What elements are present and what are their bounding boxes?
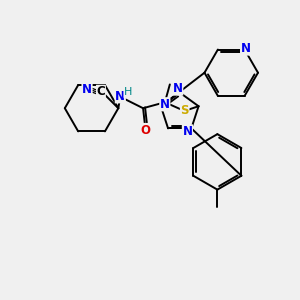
- Text: N: N: [182, 125, 192, 138]
- Text: C: C: [97, 85, 105, 98]
- Text: N: N: [82, 83, 92, 96]
- Text: O: O: [140, 124, 150, 136]
- Text: S: S: [180, 104, 189, 117]
- Text: N: N: [115, 90, 125, 103]
- Text: N: N: [173, 82, 183, 95]
- Text: N: N: [160, 98, 170, 111]
- Text: H: H: [124, 87, 132, 98]
- Text: N: N: [241, 42, 250, 55]
